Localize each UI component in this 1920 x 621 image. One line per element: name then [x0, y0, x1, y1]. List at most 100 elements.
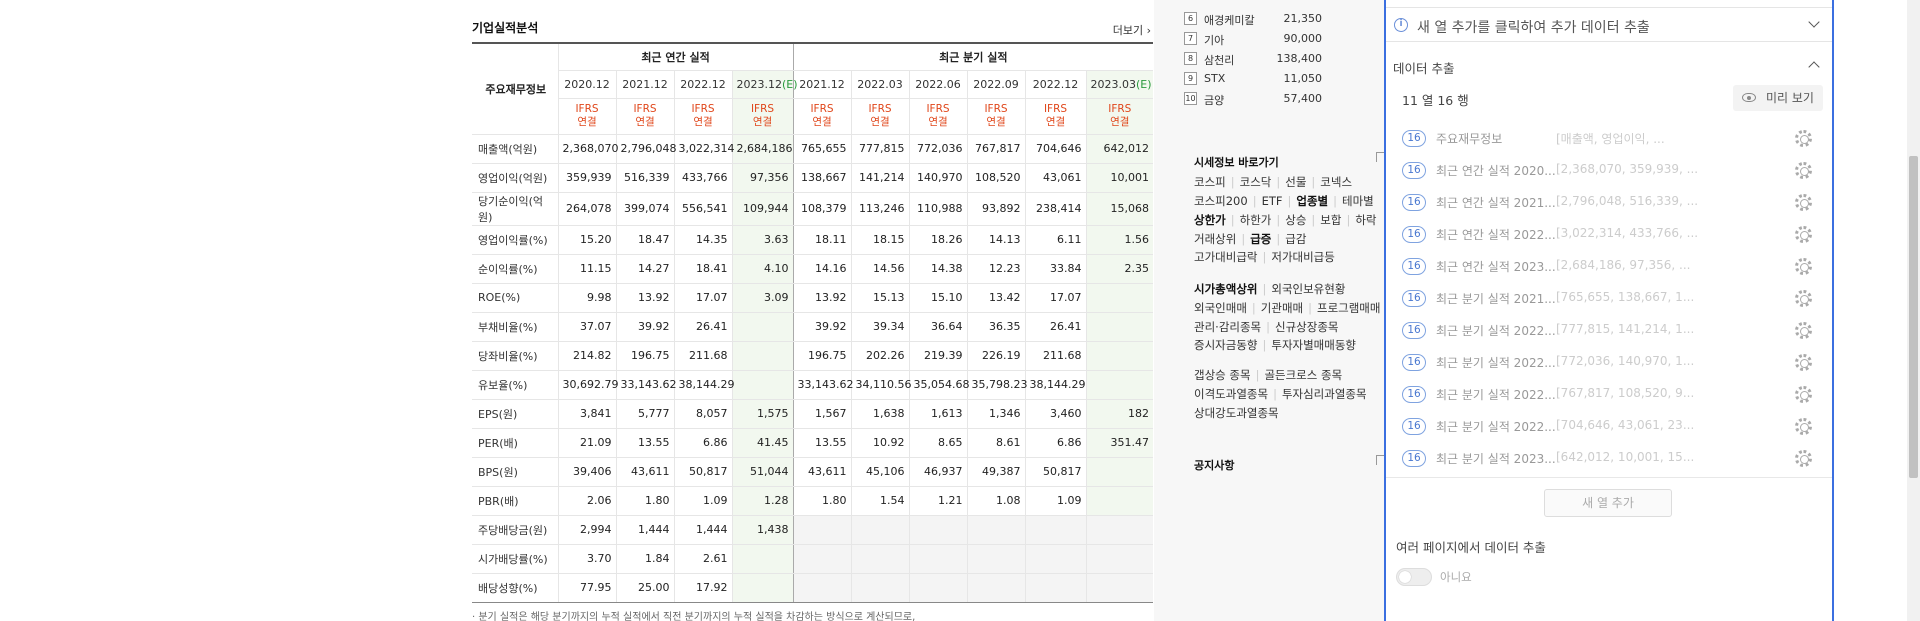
gear-icon[interactable]: [1795, 194, 1812, 211]
table-cell: 10.92: [850, 428, 910, 458]
column-name[interactable]: 최근 연간 실적 2021...: [1436, 196, 1556, 210]
market-link[interactable]: 이격도과열종목: [1194, 387, 1269, 401]
stock-name[interactable]: 삼천리: [1204, 54, 1235, 67]
ranking-item[interactable]: 9 STX 11,050: [1184, 72, 1384, 85]
market-sidebar: 6 애경케미칼 21,350 7 기아 90,000 8 삼천리 138,400 9 STX 11,0…: [1172, 0, 1386, 621]
market-link[interactable]: 상한가: [1194, 213, 1226, 227]
column-item[interactable]: 16 최근 분기 실적 2022... [772,036, 140,970, 1..…: [1386, 346, 1832, 378]
market-link[interactable]: 기관매매: [1260, 301, 1304, 315]
column-name[interactable]: 최근 분기 실적 2021...: [1436, 292, 1556, 306]
column-name[interactable]: 최근 분기 실적 2022...: [1436, 388, 1556, 402]
market-link[interactable]: 저가대비급등: [1271, 250, 1335, 264]
market-link[interactable]: 관리·감리종목: [1194, 320, 1262, 334]
table-cell: 351.47: [1085, 428, 1154, 458]
gear-icon[interactable]: [1795, 290, 1812, 307]
page-scroll-area: [1834, 0, 1920, 621]
gear-icon[interactable]: [1795, 130, 1812, 147]
column-name[interactable]: 최근 분기 실적 2022...: [1436, 356, 1556, 370]
column-item[interactable]: 16 최근 연간 실적 2023... [2,684,186, 97,356, ..…: [1386, 250, 1832, 282]
gear-icon[interactable]: [1795, 450, 1812, 467]
market-link[interactable]: 선물: [1285, 175, 1307, 189]
column-item[interactable]: 16 최근 분기 실적 2021... [765,655, 138,667, 1..…: [1386, 282, 1832, 314]
table-cell: [1085, 544, 1154, 574]
column-name[interactable]: 최근 연간 실적 2023...: [1436, 260, 1556, 274]
stock-name[interactable]: 애경케미칼: [1204, 14, 1255, 27]
column-item[interactable]: 16 최근 연간 실적 2021... [2,796,048, 516,339, .…: [1386, 186, 1832, 218]
column-name[interactable]: 주요재무정보: [1436, 132, 1503, 146]
market-link[interactable]: 테마별: [1341, 194, 1374, 208]
market-link[interactable]: 투자자별매매동향: [1271, 338, 1356, 352]
market-link[interactable]: 코스피200: [1194, 194, 1248, 208]
market-link[interactable]: 상대강도과열종목: [1194, 406, 1279, 420]
column-name[interactable]: 최근 분기 실적 2022...: [1436, 420, 1556, 434]
rank-number: 10: [1184, 92, 1197, 105]
market-link[interactable]: ETF: [1261, 194, 1283, 208]
market-link[interactable]: 하락: [1355, 213, 1377, 227]
market-link[interactable]: 급증: [1250, 232, 1272, 246]
add-column-hint[interactable]: i 새 열 추가를 클릭하여 추가 데이터 추출: [1386, 9, 1832, 42]
market-link[interactable]: 증시자금동향: [1194, 338, 1258, 352]
corner-mark: [1376, 152, 1386, 162]
table-cell: 3,022,314: [673, 134, 734, 164]
market-link[interactable]: 골든크로스 종목: [1264, 368, 1343, 382]
market-link[interactable]: 코스피: [1194, 175, 1226, 189]
market-link[interactable]: 코넥스: [1320, 175, 1353, 189]
market-link[interactable]: 프로그램매매: [1316, 301, 1381, 315]
column-item[interactable]: 16 최근 연간 실적 2020... [2,368,070, 359,939, .…: [1386, 154, 1832, 186]
gear-icon[interactable]: [1795, 226, 1812, 243]
table-cell: 433,766: [673, 163, 732, 193]
stock-name[interactable]: 기아: [1204, 34, 1225, 47]
table-cell: 18.41: [673, 254, 732, 284]
table-cell: 202.26: [850, 341, 910, 371]
gear-icon[interactable]: [1795, 162, 1812, 179]
market-link[interactable]: 급감: [1285, 232, 1307, 246]
row-count-badge: 16: [1402, 130, 1426, 147]
market-link[interactable]: 하한가: [1239, 213, 1272, 227]
stock-name[interactable]: STX: [1204, 72, 1226, 85]
column-name[interactable]: 최근 분기 실적 2022...: [1436, 324, 1556, 338]
multi-page-toggle[interactable]: [1396, 568, 1432, 586]
column-name[interactable]: 최근 분기 실적 2023...: [1436, 452, 1556, 466]
table-row: 배당성향(%) 77.95 25.00 17.92: [472, 573, 1154, 603]
market-link[interactable]: 시가총액상위: [1194, 282, 1258, 296]
column-item[interactable]: 16 최근 연간 실적 2022... [3,022,314, 433,766, .…: [1386, 218, 1832, 250]
market-link[interactable]: 외국인매매: [1194, 301, 1247, 315]
stock-price: 138,400: [1276, 52, 1323, 65]
gear-icon[interactable]: [1795, 258, 1812, 275]
row-count-badge: 16: [1402, 354, 1426, 371]
column-item[interactable]: 16 최근 분기 실적 2022... [777,815, 141,214, 1..…: [1386, 314, 1832, 346]
market-link[interactable]: 고가대비급락: [1194, 250, 1258, 264]
add-column-button[interactable]: 새 열 추가: [1544, 489, 1672, 517]
market-link[interactable]: 갭상승 종목: [1194, 368, 1251, 382]
chevron-down-icon[interactable]: [1808, 16, 1820, 28]
gear-icon[interactable]: [1795, 386, 1812, 403]
ranking-item[interactable]: 7 기아 90,000: [1184, 32, 1384, 47]
column-item[interactable]: 16 주요재무정보 [매출액, 영업이익, ...: [1386, 122, 1832, 154]
column-item[interactable]: 16 최근 분기 실적 2022... [767,817, 108,520, 9..…: [1386, 378, 1832, 410]
ranking-item[interactable]: 10 금양 57,400: [1184, 92, 1384, 107]
market-link[interactable]: 외국인보유현황: [1271, 282, 1346, 296]
market-link[interactable]: 상승: [1285, 213, 1307, 227]
preview-button[interactable]: 미리 보기: [1733, 85, 1823, 111]
gear-icon[interactable]: [1795, 354, 1812, 371]
column-name[interactable]: 최근 연간 실적 2022...: [1436, 228, 1556, 242]
market-link[interactable]: 투자심리과열종목: [1281, 387, 1367, 401]
market-link[interactable]: 거래상위: [1194, 232, 1237, 246]
scrollbar-thumb[interactable]: [1909, 156, 1918, 478]
ranking-item[interactable]: 6 애경케미칼 21,350: [1184, 12, 1384, 27]
stock-name[interactable]: 금양: [1204, 94, 1225, 107]
market-link[interactable]: 업종별: [1296, 194, 1329, 208]
market-link[interactable]: 신규상장종목: [1275, 320, 1339, 334]
column-item[interactable]: 16 최근 분기 실적 2023... [642,012, 10,001, 15..…: [1386, 442, 1832, 474]
ranking-item[interactable]: 8 삼천리 138,400: [1184, 52, 1384, 67]
gear-icon[interactable]: [1795, 418, 1812, 435]
table-cell: 6.11: [1024, 224, 1087, 255]
chevron-up-icon[interactable]: [1808, 61, 1820, 73]
market-link[interactable]: 코스닥: [1239, 175, 1272, 189]
market-link-row: 이격도과열종목 | 투자심리과열종목: [1194, 386, 1386, 402]
market-link[interactable]: 보합: [1320, 213, 1342, 227]
gear-icon[interactable]: [1795, 322, 1812, 339]
more-link[interactable]: 더보기 ›: [1112, 24, 1151, 37]
column-name[interactable]: 최근 연간 실적 2020...: [1436, 164, 1556, 178]
column-item[interactable]: 16 최근 분기 실적 2022... [704,646, 43,061, 23..…: [1386, 410, 1832, 442]
